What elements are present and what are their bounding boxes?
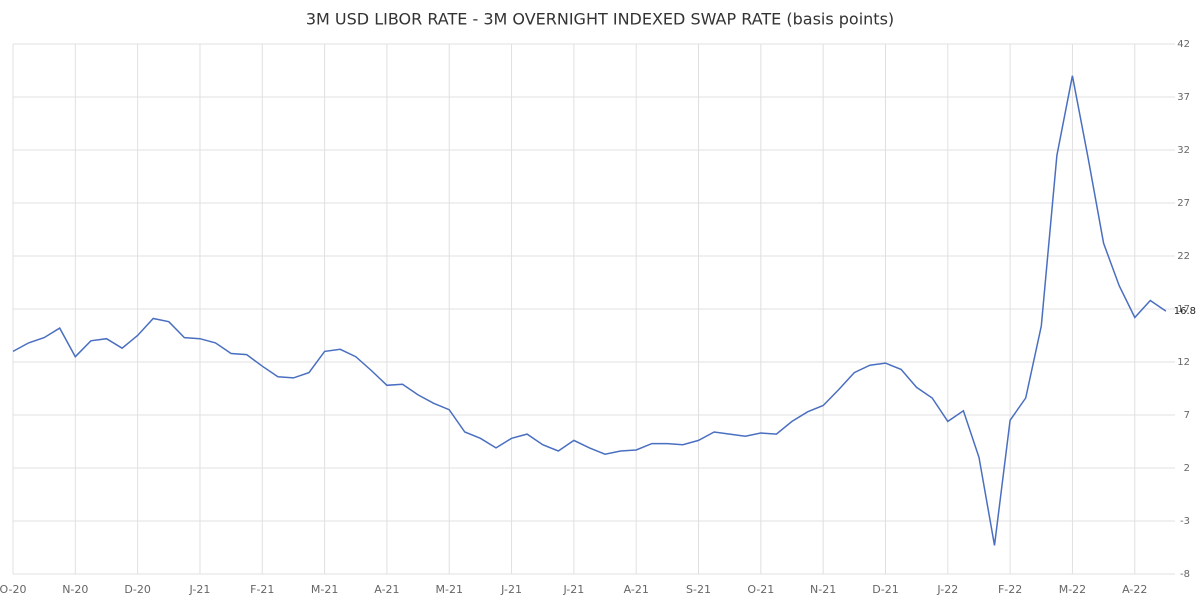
- x-tick-label: J-21: [562, 583, 584, 596]
- y-tick-label: 7: [1184, 410, 1190, 421]
- y-tick-label: 17: [1177, 304, 1190, 315]
- x-tick-label: J-21: [500, 583, 522, 596]
- x-tick-label: J-21: [189, 583, 211, 596]
- x-tick-label: J-22: [936, 583, 958, 596]
- x-tick-label: O-20: [0, 583, 26, 596]
- y-tick-label: 37: [1177, 92, 1190, 103]
- y-tick-label: 22: [1177, 251, 1190, 262]
- x-tick-label: D-20: [124, 583, 150, 596]
- x-tick-label: A-21: [624, 583, 649, 596]
- y-tick-label: 27: [1177, 198, 1190, 209]
- chart-title: 3M USD LIBOR RATE - 3M OVERNIGHT INDEXED…: [306, 10, 894, 29]
- x-tick-label: A-22: [1122, 583, 1147, 596]
- x-tick-label: F-22: [998, 583, 1022, 596]
- y-tick-label: 12: [1177, 357, 1190, 368]
- x-tick-label: D-21: [872, 583, 898, 596]
- y-tick-label: -3: [1180, 516, 1190, 527]
- x-tick-label: F-21: [250, 583, 274, 596]
- last-value-label: 16.8: [1174, 306, 1196, 317]
- x-tick-label: N-20: [62, 583, 88, 596]
- y-tick-label: 32: [1177, 145, 1190, 156]
- x-tick-label: O-21: [747, 583, 774, 596]
- data-line: [12, 75, 1167, 546]
- y-tick-label: 42: [1177, 39, 1190, 50]
- x-tick-label: M-21: [436, 583, 463, 596]
- x-tick-label: A-21: [374, 583, 399, 596]
- x-tick-label: S-21: [686, 583, 711, 596]
- x-tick-label: M-21: [311, 583, 338, 596]
- x-tick-label: M-22: [1059, 583, 1086, 596]
- y-tick-label: -8: [1180, 569, 1190, 580]
- y-tick-label: 2: [1184, 463, 1190, 474]
- x-tick-label: N-21: [810, 583, 836, 596]
